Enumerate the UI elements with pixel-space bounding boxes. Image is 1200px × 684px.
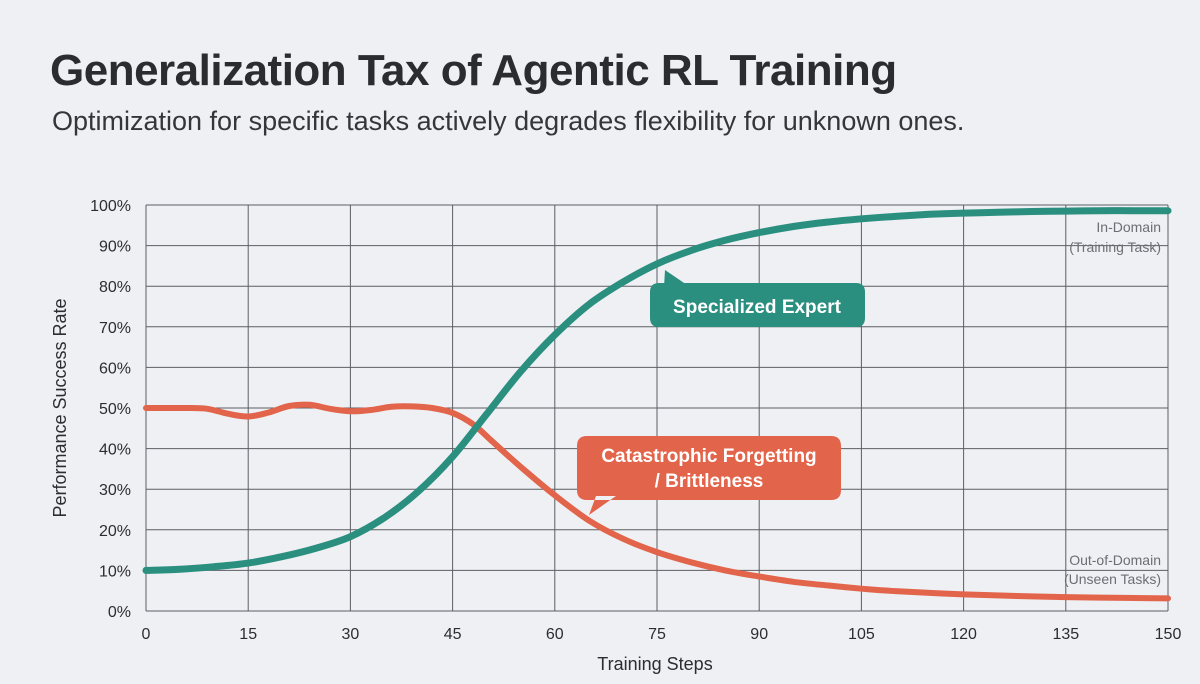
x-tick-label: 150 bbox=[1155, 626, 1182, 643]
y-tick-label: 100% bbox=[90, 198, 131, 215]
y-tick-label: 50% bbox=[99, 401, 131, 418]
x-tick-label: 105 bbox=[848, 626, 875, 643]
callout-specialized-expert: Specialized Expert bbox=[650, 270, 865, 327]
chart-subtitle: Optimization for specific tasks actively… bbox=[52, 106, 965, 136]
x-tick-label: 15 bbox=[239, 626, 257, 643]
x-tick-label: 120 bbox=[950, 626, 977, 643]
callout-specialized-expert-bubble bbox=[650, 270, 865, 327]
series-line-out-of-domain bbox=[143, 401, 1171, 602]
y-tick-label: 40% bbox=[99, 442, 131, 459]
series-line-in-domain bbox=[142, 207, 1172, 574]
y-axis-title: Performance Success Rate bbox=[50, 298, 70, 517]
y-tick-label: 0% bbox=[108, 604, 131, 621]
x-tick-label: 75 bbox=[648, 626, 666, 643]
callout-catastrophic-forgetting: Catastrophic Forgetting / Brittleness bbox=[577, 436, 841, 515]
y-tick-label: 70% bbox=[99, 320, 131, 337]
x-tick-label: 135 bbox=[1052, 626, 1079, 643]
chart-title: Generalization Tax of Agentic RL Trainin… bbox=[50, 46, 897, 95]
callout-catastrophic-forgetting-line-1: Catastrophic Forgetting bbox=[601, 446, 816, 467]
series-label-out-of-domain-line-2: (Unseen Tasks) bbox=[1064, 571, 1161, 587]
series-label-out-of-domain-line-1: Out-of-Domain bbox=[1069, 552, 1161, 568]
y-tick-label: 10% bbox=[99, 563, 131, 580]
y-tick-label: 80% bbox=[99, 279, 131, 296]
y-axis-ticks: 0% 10% 20% 30% 40% 50% 60% 70% 80% 90% 100% bbox=[90, 198, 131, 621]
callout-specialized-expert-text: Specialized Expert bbox=[673, 297, 842, 318]
y-tick-label: 20% bbox=[99, 523, 131, 540]
x-axis-title: Training Steps bbox=[597, 654, 712, 674]
series-lines bbox=[142, 207, 1172, 602]
x-tick-label: 0 bbox=[142, 626, 151, 643]
series-label-in-domain-line-2: (Training Task) bbox=[1069, 239, 1161, 255]
x-tick-label: 90 bbox=[750, 626, 768, 643]
y-tick-label: 60% bbox=[99, 360, 131, 377]
series-label-in-domain-line-1: In-Domain bbox=[1096, 219, 1161, 235]
y-tick-label: 30% bbox=[99, 482, 131, 499]
x-tick-label: 30 bbox=[342, 626, 360, 643]
x-axis-ticks: 0 15 30 45 60 75 90 105 120 135 150 bbox=[142, 626, 1182, 643]
callout-catastrophic-forgetting-line-2: / Brittleness bbox=[655, 471, 764, 492]
callout-catastrophic-forgetting-bubble bbox=[577, 436, 841, 515]
x-tick-label: 60 bbox=[546, 626, 564, 643]
y-tick-label: 90% bbox=[99, 239, 131, 256]
x-tick-label: 45 bbox=[444, 626, 462, 643]
